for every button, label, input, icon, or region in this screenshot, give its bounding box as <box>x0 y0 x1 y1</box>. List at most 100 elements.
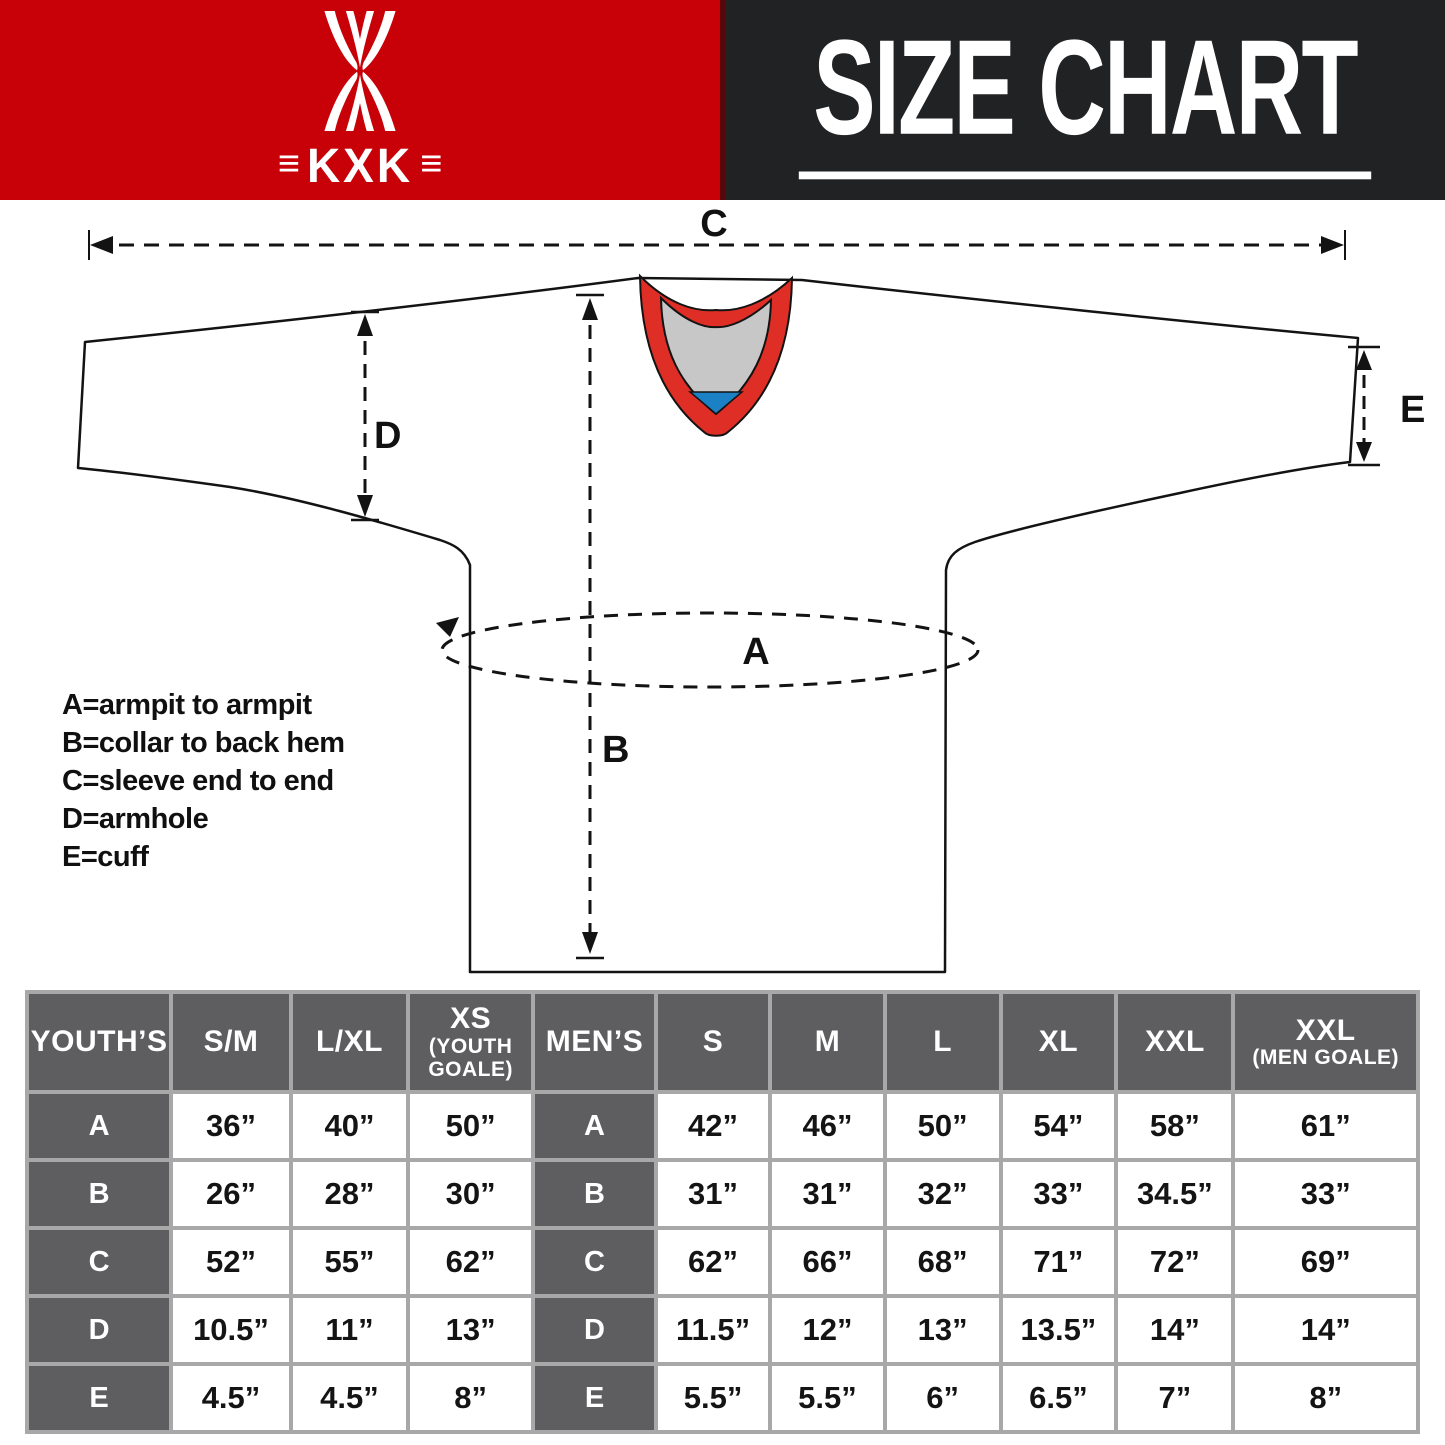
size-cell: 54” <box>1002 1094 1115 1158</box>
col-header-sm: S/M <box>173 994 289 1090</box>
legend-item-b: B=collar to back hem <box>62 727 345 759</box>
dimension-d: D <box>351 310 401 522</box>
size-cell: 26” <box>173 1162 289 1226</box>
dim-label-e: E <box>1400 389 1425 431</box>
size-cell: 31” <box>772 1162 883 1226</box>
row-label-men: B <box>535 1162 654 1226</box>
size-cell: 5.5” <box>657 1366 769 1430</box>
size-cell: 72” <box>1118 1230 1232 1294</box>
col-header-xs-youth-goalie: XS (YOUTH GOALE) <box>410 994 532 1090</box>
size-cell: 11.5” <box>657 1298 769 1362</box>
page-title: SIZE CHART <box>798 21 1372 180</box>
table-row-b: B 26” 28” 30” B 31” 31” 32” 33” 34.5” 33… <box>29 1162 1416 1226</box>
tribar-right-icon: ≡ <box>420 142 443 185</box>
dimension-e: E <box>1348 345 1425 467</box>
size-cell: 12” <box>772 1298 883 1362</box>
dim-label-c: C <box>700 203 727 245</box>
col-header-main: XS <box>450 1002 492 1036</box>
legend-item-e: E=cuff <box>62 841 149 873</box>
row-label-youth: E <box>29 1366 170 1430</box>
size-cell: 13” <box>886 1298 999 1362</box>
size-cell: 55” <box>292 1230 407 1294</box>
col-header-main: XXL <box>1295 1013 1356 1047</box>
size-cell: 69” <box>1235 1230 1416 1294</box>
size-cell: 52” <box>173 1230 289 1294</box>
size-cell: 32” <box>886 1162 999 1226</box>
size-cell: 34.5” <box>1118 1162 1232 1226</box>
brand-panel: ≡ KXK ≡ <box>0 0 720 200</box>
size-cell: 40” <box>292 1094 407 1158</box>
dim-label-a: A <box>742 631 769 673</box>
size-cell: 71” <box>1002 1230 1115 1294</box>
kxk-logo-icon <box>324 10 396 132</box>
col-header-sub: (MEN GOALE) <box>1252 1046 1400 1070</box>
row-label-youth: A <box>29 1094 170 1158</box>
size-cell: 7” <box>1118 1366 1232 1430</box>
row-label-men: D <box>535 1298 654 1362</box>
measurement-legend: A=armpit to armpit B=collar to back hem … <box>62 686 345 876</box>
row-label-men: E <box>535 1366 654 1430</box>
size-cell: 6” <box>886 1366 999 1430</box>
row-label-youth: C <box>29 1230 170 1294</box>
row-label-men: A <box>535 1094 654 1158</box>
size-cell: 50” <box>410 1094 532 1158</box>
col-header-m: M <box>772 994 883 1090</box>
dimension-a: A <box>436 611 980 689</box>
brand-wordmark: ≡ KXK ≡ <box>277 137 443 193</box>
size-cell: 14” <box>1118 1298 1232 1362</box>
size-cell: 8” <box>410 1366 532 1430</box>
col-header-mens: MEN’S <box>535 994 654 1090</box>
collar <box>638 273 794 437</box>
size-table: YOUTH’S S/M L/XL XS (YOUTH GOALE) MEN’S … <box>25 990 1420 1434</box>
legend-item-c: C=sleeve end to end <box>62 765 334 797</box>
col-header-lxl: L/XL <box>292 994 407 1090</box>
row-label-men: C <box>535 1230 654 1294</box>
size-cell: 68” <box>886 1230 999 1294</box>
size-cell: 62” <box>657 1230 769 1294</box>
header-band: ≡ KXK ≡ SIZE CHART <box>0 0 1445 200</box>
size-cell: 31” <box>657 1162 769 1226</box>
col-header-xl: XL <box>1002 994 1115 1090</box>
size-cell: 28” <box>292 1162 407 1226</box>
table-row-a: A 36” 40” 50” A 42” 46” 50” 54” 58” 61” <box>29 1094 1416 1158</box>
row-label-youth: D <box>29 1298 170 1362</box>
table-row-d: D 10.5” 11” 13” D 11.5” 12” 13” 13.5” 14… <box>29 1298 1416 1362</box>
collar-vee <box>687 391 745 415</box>
size-cell: 30” <box>410 1162 532 1226</box>
size-cell: 33” <box>1002 1162 1115 1226</box>
collar-inner <box>659 295 773 416</box>
size-cell: 66” <box>772 1230 883 1294</box>
legend-item-d: D=armhole <box>62 803 209 835</box>
size-cell: 46” <box>772 1094 883 1158</box>
col-header-xxl: XXL <box>1118 994 1232 1090</box>
brand-name: KXK <box>306 137 414 193</box>
title-panel: SIZE CHART <box>720 0 1445 200</box>
size-cell: 33” <box>1235 1162 1416 1226</box>
size-cell: 42” <box>657 1094 769 1158</box>
size-cell: 4.5” <box>173 1366 289 1430</box>
size-cell: 4.5” <box>292 1366 407 1430</box>
col-header-s: S <box>657 994 769 1090</box>
size-cell: 13.5” <box>1002 1298 1115 1362</box>
size-cell: 5.5” <box>772 1366 883 1430</box>
size-cell: 8” <box>1235 1366 1416 1430</box>
dimension-c: C <box>88 203 1346 260</box>
size-cell: 11” <box>292 1298 407 1362</box>
tribar-left-icon: ≡ <box>277 142 300 185</box>
size-cell: 62” <box>410 1230 532 1294</box>
dim-label-b: B <box>602 729 629 771</box>
row-label-youth: B <box>29 1162 170 1226</box>
col-header-sub: (YOUTH GOALE) <box>428 1034 513 1081</box>
size-cell: 13” <box>410 1298 532 1362</box>
jersey-outline <box>76 276 1360 974</box>
dim-label-d: D <box>374 415 401 457</box>
table-header-row: YOUTH’S S/M L/XL XS (YOUTH GOALE) MEN’S … <box>29 994 1416 1090</box>
size-cell: 36” <box>173 1094 289 1158</box>
size-cell: 58” <box>1118 1094 1232 1158</box>
jersey-measurement-diagram: C D B A <box>76 203 1425 974</box>
col-header-l: L <box>886 994 999 1090</box>
size-cell: 61” <box>1235 1094 1416 1158</box>
table-row-c: C 52” 55” 62” C 62” 66” 68” 71” 72” 69” <box>29 1230 1416 1294</box>
col-header-xxl-men-goalie: XXL (MEN GOALE) <box>1235 994 1416 1090</box>
